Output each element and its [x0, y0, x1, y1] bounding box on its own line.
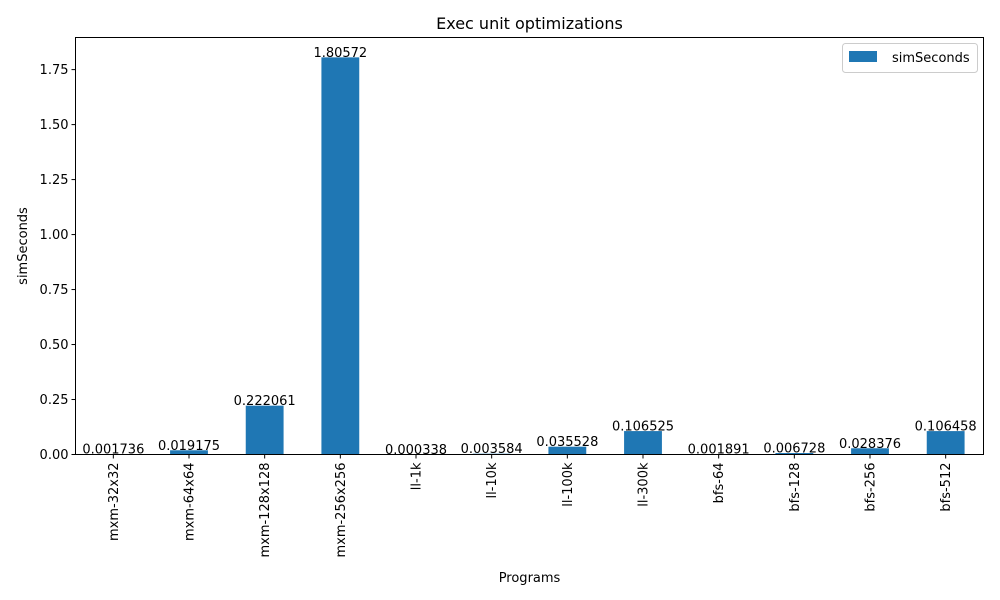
bar-value-label: 0.035528	[536, 435, 598, 450]
bar-value-label: 0.003584	[461, 442, 523, 457]
bar-value-label: 0.028376	[839, 437, 901, 452]
x-tick-label: ll-300k	[637, 462, 652, 507]
y-axis: 0.00 0.25 0.50 0.75 1.00 1.25 1.50 1.75	[40, 63, 76, 463]
chart-title: Exec unit optimizations	[436, 14, 623, 33]
y-tick-label: 0.75	[40, 283, 69, 298]
x-tick-label: ll-100k	[561, 462, 576, 507]
bar	[321, 57, 360, 455]
x-tick-label: bfs-128	[788, 463, 803, 512]
bar	[851, 448, 889, 455]
x-tick-label: bfs-256	[864, 463, 879, 512]
y-tick-label: 0.00	[40, 448, 69, 463]
y-tick-label: 1.00	[40, 228, 69, 243]
x-tick-label: mxm-256x256	[334, 463, 349, 558]
bar-value-label: 0.001891	[688, 443, 750, 458]
x-tick-label: mxm-32x32	[107, 463, 122, 542]
bar	[926, 431, 965, 455]
y-tick-label: 0.25	[40, 393, 69, 408]
y-tick-label: 0.50	[40, 338, 69, 353]
x-tick-label: bfs-64	[712, 463, 727, 504]
bar-value-label: 0.222061	[234, 394, 296, 409]
y-axis-label: simSeconds	[16, 207, 31, 285]
bar-value-label: 0.106458	[915, 420, 977, 435]
bar	[245, 405, 284, 455]
bars	[94, 57, 965, 455]
bar	[548, 446, 587, 455]
bar-value-label: 1.80572	[313, 46, 367, 61]
bar-value-label: 0.001736	[82, 443, 144, 458]
x-axis-label: Programs	[499, 571, 561, 586]
x-tick-label: mxm-128x128	[258, 463, 273, 558]
bar-value-label: 0.019175	[158, 439, 220, 454]
x-tick-label: bfs-512	[939, 463, 954, 512]
x-axis: mxm-32x32 mxm-64x64 mxm-128x128 mxm-256x256…	[107, 454, 954, 558]
bar	[775, 453, 814, 455]
y-tick-label: 1.75	[40, 63, 69, 78]
y-tick-label: 1.50	[40, 118, 69, 133]
legend-label: simSeconds	[892, 51, 970, 66]
legend-box	[842, 43, 978, 73]
legend-swatch	[849, 51, 877, 62]
legend: simSeconds	[842, 43, 978, 73]
x-tick-label: ll-10k	[485, 462, 500, 498]
plot-frame	[75, 37, 984, 455]
x-tick-label: mxm-64x64	[183, 463, 198, 542]
bar-value-label: 0.006728	[763, 442, 825, 457]
bar-value-label: 0.106525	[612, 420, 674, 435]
y-tick-label: 1.25	[40, 173, 69, 188]
bar	[170, 450, 208, 455]
x-tick-label: ll-1k	[410, 462, 425, 490]
bar	[624, 431, 662, 455]
